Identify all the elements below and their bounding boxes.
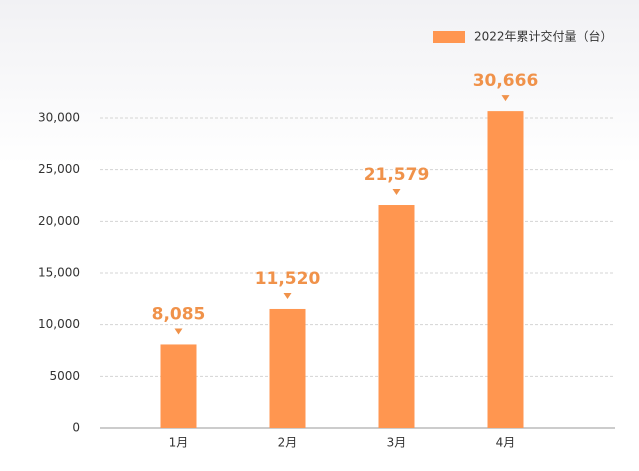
y-tick-label: 15,000	[38, 266, 80, 280]
label-pointer	[392, 189, 401, 196]
x-tick-label: 4月	[496, 436, 516, 450]
y-tick-label: 5000	[49, 369, 80, 383]
bar	[269, 308, 306, 428]
label-pointer	[283, 292, 292, 299]
x-tick-label: 3月	[387, 436, 407, 450]
bar	[160, 344, 197, 428]
y-tick-label: 20,000	[38, 214, 80, 228]
bar	[378, 205, 415, 428]
y-tick-label: 0	[72, 421, 80, 435]
y-tick-label: 10,000	[38, 317, 80, 331]
value-label: 21,579	[364, 165, 430, 185]
x-tick-label: 2月	[278, 436, 298, 450]
value-label: 11,520	[255, 269, 321, 289]
legend-swatch	[433, 31, 465, 43]
bar	[487, 111, 524, 429]
value-label: 8,085	[152, 304, 206, 324]
x-tick-label: 1月	[169, 436, 189, 450]
value-label: 30,666	[473, 71, 539, 91]
y-tick-label: 25,000	[38, 162, 80, 176]
label-pointer	[501, 95, 510, 102]
label-pointer	[174, 328, 183, 335]
legend-label: 2022年累计交付量（台）	[474, 29, 613, 44]
y-tick-label: 30,000	[38, 111, 80, 125]
